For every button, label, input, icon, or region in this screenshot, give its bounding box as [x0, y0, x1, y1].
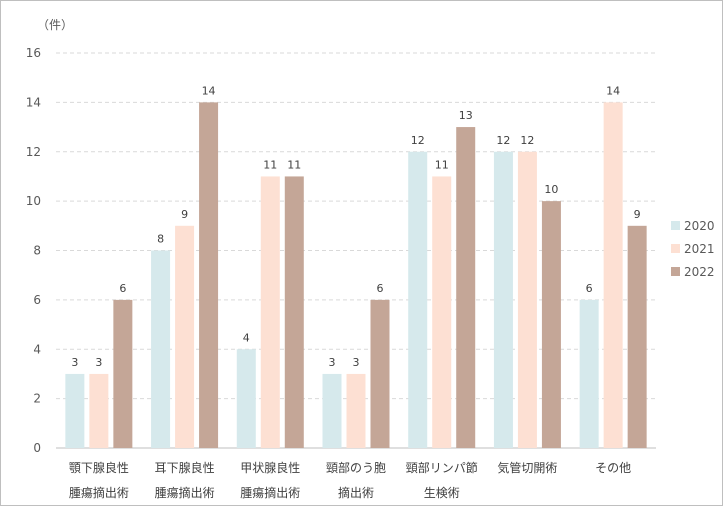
legend-swatch — [671, 221, 680, 230]
data-label: 13 — [459, 109, 473, 122]
category-label: 気管切開術 — [497, 460, 557, 475]
data-label: 12 — [411, 134, 425, 147]
data-label: 10 — [544, 183, 558, 196]
category-label: 腫瘍摘出術 — [155, 485, 215, 500]
y-tick-label: 16 — [26, 46, 41, 60]
y-tick-label: 0 — [33, 441, 41, 455]
bar — [113, 299, 133, 448]
bar — [199, 102, 219, 448]
y-tick-label: 10 — [26, 194, 41, 208]
y-tick-label: 4 — [33, 342, 41, 356]
data-label: 9 — [181, 208, 188, 221]
y-tick-label: 8 — [33, 244, 41, 258]
bar — [322, 373, 342, 448]
category-label: 頸部リンパ節 — [406, 460, 478, 475]
data-label: 11 — [435, 158, 449, 171]
bar — [65, 373, 85, 448]
legend-swatch — [671, 267, 680, 276]
data-label: 14 — [202, 84, 216, 97]
category-label: 摘出術 — [338, 485, 374, 500]
y-tick-label: 6 — [33, 293, 41, 307]
data-label: 8 — [157, 233, 164, 246]
data-label: 12 — [520, 134, 534, 147]
bar — [151, 250, 171, 448]
category-label: 頸部のう胞 — [326, 460, 386, 475]
bar — [284, 176, 304, 448]
y-tick-label: 2 — [33, 392, 41, 406]
legend-label: 2022 — [684, 265, 715, 279]
category-label: 生検術 — [424, 486, 460, 500]
category-label: 耳下腺良性 — [155, 460, 215, 475]
bar — [370, 299, 390, 448]
data-label: 11 — [263, 158, 277, 171]
category-label: 甲状腺良性 — [240, 460, 300, 475]
bar — [627, 225, 647, 448]
legend-label: 2021 — [684, 242, 715, 256]
legend-swatch — [671, 244, 680, 253]
bar — [346, 373, 366, 448]
bar — [175, 225, 195, 448]
bar — [579, 299, 599, 448]
bar — [603, 102, 623, 448]
bar — [541, 201, 561, 448]
category-label: 顎下腺良性 — [69, 460, 129, 475]
bar — [456, 127, 476, 448]
bar — [408, 151, 428, 448]
data-label: 3 — [353, 356, 360, 369]
bar — [89, 373, 109, 448]
data-label: 12 — [496, 134, 510, 147]
category-label: 腫瘍摘出術 — [69, 485, 129, 500]
y-tick-label: 12 — [26, 145, 41, 159]
data-label: 6 — [119, 282, 126, 295]
unit-label: （件） — [37, 18, 73, 32]
bar — [517, 151, 537, 448]
y-tick-label: 14 — [26, 95, 41, 109]
data-label: 14 — [606, 84, 620, 97]
data-label: 11 — [287, 158, 301, 171]
data-label: 6 — [586, 282, 593, 295]
data-label: 4 — [243, 331, 250, 344]
bar — [236, 349, 256, 448]
category-label: 腫瘍摘出術 — [240, 485, 300, 500]
data-label: 3 — [95, 356, 102, 369]
data-label: 3 — [329, 356, 336, 369]
bar — [493, 151, 513, 448]
data-label: 9 — [634, 208, 641, 221]
bar — [260, 176, 280, 448]
data-label: 6 — [377, 282, 384, 295]
bar — [432, 176, 452, 448]
data-label: 3 — [71, 356, 78, 369]
legend-label: 2020 — [684, 219, 715, 233]
category-label: その他 — [595, 461, 631, 475]
